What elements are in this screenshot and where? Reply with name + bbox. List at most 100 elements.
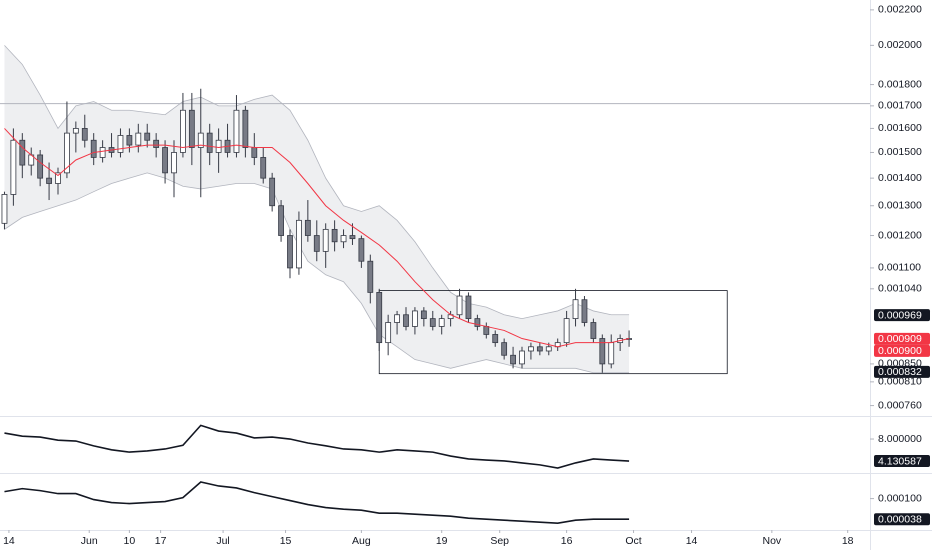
candle-body [474, 318, 481, 327]
candle-body [278, 205, 284, 236]
indicator-line [4, 481, 630, 524]
candle-body [572, 299, 579, 320]
price-label: 0.000969 [878, 309, 922, 321]
candle-body [242, 109, 249, 148]
price-label-box [874, 513, 930, 526]
price-label-box [874, 332, 930, 345]
candle-body [153, 139, 160, 148]
candle-body [46, 177, 52, 184]
candle-body [313, 235, 320, 252]
x-tick-label: Sep [490, 535, 509, 547]
candle-body [394, 314, 400, 323]
candle-body [251, 147, 258, 158]
candle-body [367, 260, 374, 293]
candle-body [340, 235, 347, 243]
x-tick-label: 14 [3, 535, 15, 547]
candle-body [188, 109, 195, 148]
candle-body [438, 318, 445, 327]
candle-body [72, 128, 79, 134]
candle-body [492, 334, 499, 344]
x-tick-label: Oct [625, 535, 641, 547]
price-label-box [874, 309, 930, 322]
y-tick-label: 0.001040 [878, 283, 922, 295]
price-label: 0.000038 [878, 513, 922, 525]
candle-body [81, 128, 88, 141]
candle-body [358, 238, 365, 262]
candle-body [126, 135, 133, 146]
candle-body [456, 295, 463, 316]
candle-body [501, 342, 508, 356]
candle-body [483, 326, 490, 335]
candle-body [608, 342, 615, 365]
candle-body [99, 147, 106, 158]
candle-body [287, 235, 293, 269]
candle-body [144, 132, 151, 141]
x-tick-label: 15 [280, 535, 292, 547]
candle-body [331, 228, 338, 243]
candle-body [349, 235, 356, 240]
x-tick-label: 16 [561, 535, 573, 547]
candle-body [465, 295, 472, 320]
candle-body [117, 135, 124, 153]
price-label-box [874, 365, 930, 378]
candle-body [215, 139, 222, 153]
candle-body [171, 152, 177, 174]
price-label: 4.130587 [878, 455, 922, 467]
x-tick-label: 10 [124, 535, 136, 547]
x-tick-label: 18 [842, 535, 854, 547]
price-label: 0.000832 [878, 366, 922, 378]
price-label: 0.000909 [878, 333, 922, 345]
y-tick-label: 8.000000 [878, 433, 922, 445]
candle-body [599, 338, 606, 365]
y-tick-label: 0.000100 [878, 492, 922, 504]
candle-body [528, 346, 534, 352]
y-tick-label: 0.001100 [878, 262, 921, 274]
candle-body [545, 346, 552, 352]
candle-body [37, 154, 44, 179]
candle-body [581, 299, 588, 323]
candle-body [429, 318, 436, 327]
price-label-box [874, 455, 930, 468]
candle-body [590, 322, 597, 339]
candle-body [1, 194, 8, 224]
candle-body [519, 350, 525, 365]
candle-body [420, 310, 427, 320]
candle-body [197, 132, 204, 148]
moving-average [4, 128, 630, 348]
y-tick-label: 0.000760 [878, 399, 922, 411]
x-tick-label: Jun [81, 535, 98, 547]
y-tick-label: 0.001500 [878, 146, 922, 158]
candle-body [135, 132, 142, 146]
candle-body [385, 322, 392, 344]
candle-body [64, 132, 70, 174]
y-tick-label: 0.002200 [878, 4, 922, 16]
x-tick-label: Jul [216, 535, 229, 547]
price-label-box [874, 344, 930, 357]
candle-body [563, 318, 570, 344]
candle-body [296, 219, 302, 269]
y-tick-label: 0.002000 [878, 39, 922, 51]
candle-body [206, 132, 213, 153]
x-tick-label: 17 [155, 535, 167, 547]
y-tick-label: 0.000810 [878, 376, 922, 388]
y-tick-label: 0.001400 [878, 172, 922, 184]
x-tick-label: Nov [763, 535, 782, 547]
band-upper [4, 45, 630, 320]
y-tick-label: 0.001600 [878, 122, 922, 134]
candle-body [510, 354, 516, 365]
candle-body [536, 346, 543, 352]
candle-body [180, 109, 186, 153]
y-tick-label: 0.001700 [878, 100, 922, 112]
x-tick-label: 19 [436, 535, 448, 547]
candle-body [304, 219, 311, 236]
candle-body [19, 139, 26, 166]
y-tick-label: 0.001800 [878, 78, 922, 90]
candle-body [412, 310, 418, 327]
x-tick-label: 14 [686, 535, 698, 547]
candle-body [10, 139, 17, 195]
candle-body [233, 109, 240, 153]
price-label: 0.000900 [878, 345, 922, 357]
band-fill [4, 45, 630, 373]
